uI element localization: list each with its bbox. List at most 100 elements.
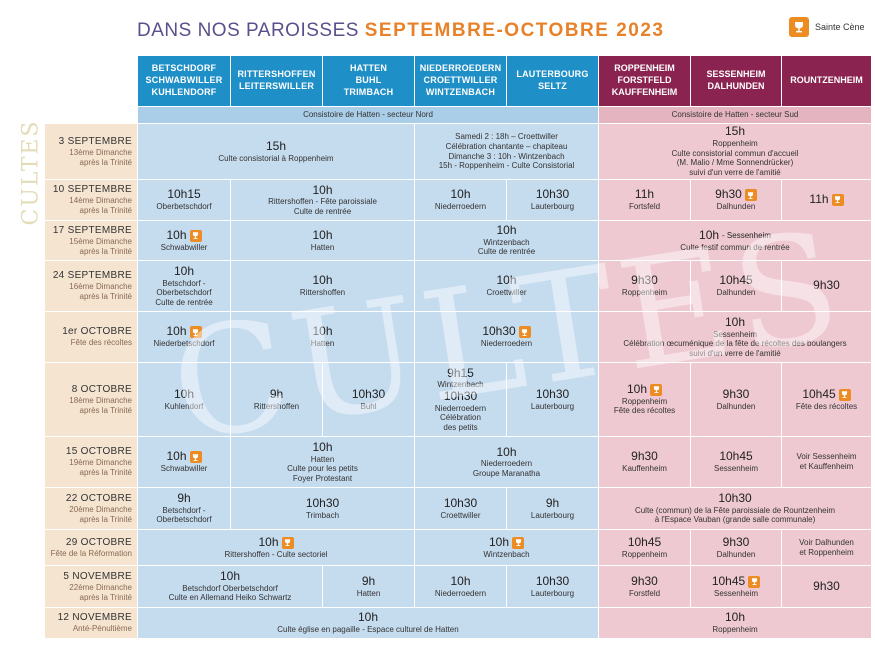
service-detail: Niederbetschdorf: [153, 339, 215, 349]
service-time: 9h30: [631, 574, 658, 589]
parish-name: NIEDERROEDERN: [419, 63, 502, 74]
service-detail: Croettwiller: [486, 288, 527, 298]
time-value: 10h15: [167, 187, 201, 202]
service-detail: Dalhunden: [716, 401, 756, 411]
time-value: 9h30: [722, 534, 750, 549]
service-time: 10h30: [718, 491, 751, 506]
time-value: 10h30: [482, 324, 516, 339]
service-cell: 15h Culte consistorial à Roppenheim: [138, 124, 414, 179]
date-label: 8 OCTOBRE: [71, 383, 132, 395]
date-label: 3 SEPTEMBRE: [58, 135, 132, 147]
parish-name: LAUTERBOURG: [516, 69, 589, 80]
time-value: 11h: [634, 187, 655, 202]
service-detail: Roppenheim: [621, 549, 668, 559]
service-detail: Culte de rentrée: [477, 247, 536, 257]
time-value: 15h: [265, 138, 287, 153]
service-detail: Roppenheim: [712, 139, 758, 149]
sector-north: Consistoire de Hatten - secteur Nord: [138, 107, 598, 123]
communion-cup-icon: [838, 388, 851, 401]
service-detail: Culte pour les petits: [287, 464, 358, 474]
service-cell: 10h Hatten: [231, 221, 414, 260]
service-time: 10h: [166, 449, 202, 464]
parish-header: HATTEN BUHL TRIMBACH: [323, 56, 414, 106]
service-cell: 9h Rittershoffen: [231, 363, 322, 436]
service-detail: Sessenheim: [713, 464, 759, 474]
date-label: 5 NOVEMBRE: [63, 570, 132, 582]
date-label: 24 SEPTEMBRE: [52, 270, 132, 282]
service-time: 9h15: [447, 366, 474, 381]
parish-header: ROPPENHEIM FORSTFELD KAUFFENHEIM: [599, 56, 690, 106]
sector-south: Consistoire de Hatten - secteur Sud: [599, 107, 871, 123]
service-cell: 10h Hatten: [231, 312, 414, 362]
service-time: 10h: [166, 228, 202, 243]
service-cell: 10h30 Buhl: [323, 363, 414, 436]
liturgical-day: après la Trinité: [79, 468, 132, 477]
service-detail: Trimbach: [305, 510, 340, 520]
service-cell: 10h30 Lauterbourg: [507, 363, 598, 436]
service-detail: Betschdorf -: [162, 505, 206, 515]
time-value: 9h30: [722, 386, 750, 401]
time-value: 10h30: [443, 388, 478, 403]
legend: Sainte Cène: [789, 17, 865, 37]
service-time: 10h45: [719, 449, 753, 464]
liturgical-day: après la Trinité: [79, 592, 132, 602]
service-time: 10h30: [536, 387, 569, 402]
time-value: 10h: [626, 382, 648, 396]
time-value: 10h: [724, 610, 746, 625]
time-value: 10h: [166, 449, 187, 464]
service-time: 10h: [312, 228, 332, 243]
service-time: 10h: [489, 535, 525, 550]
parish-name: BUHL: [355, 75, 382, 86]
liturgical-day: après la Trinité: [79, 292, 132, 301]
parish-name: CROETTWILLER: [423, 75, 498, 86]
time-value: 10h: [724, 314, 746, 329]
service-cell: 11h Fortsfeld: [599, 180, 690, 220]
service-detail: Kuhlendorf: [164, 401, 204, 411]
service-cell: 9h30 Kauffenheim: [599, 437, 690, 487]
parish-name: TRIMBACH: [343, 86, 394, 97]
service-detail: Niederroedern: [480, 459, 533, 469]
service-detail: Culte festif commun de rentrée: [680, 242, 790, 252]
liturgical-day: après la Trinité: [79, 405, 132, 415]
time-note: - Sessenheim: [722, 231, 771, 241]
parish-header: ROUNTZENHEIM: [782, 56, 871, 106]
date-cell: 17 SEPTEMBRE 15ème Dimanche après la Trini…: [45, 221, 137, 260]
service-time: 9h30: [631, 449, 658, 464]
service-time: 15h: [265, 138, 287, 154]
date-cell: 1er OCTOBRE Fête des récoltes: [45, 312, 137, 362]
communion-cup-icon: [189, 326, 202, 339]
service-detail: Hatten: [310, 242, 335, 252]
parish-name: WINTZENBACH: [425, 86, 496, 97]
service-cell: Samedi 2 : 18h – Croettwiller Célébration…: [415, 124, 598, 179]
service-cell: 10h Betschdorf - Oberbetschdorf Culte de re…: [138, 261, 230, 311]
liturgical-day: après la Trinité: [79, 157, 132, 167]
parish-name: LEITERSWILLER: [238, 81, 315, 91]
service-detail: Schwabwiller: [160, 242, 208, 252]
service-time: 10h30: [352, 387, 385, 402]
service-cell: 10h30 Culte (commun) de la Fête paroissia…: [599, 488, 871, 529]
service-detail: à l'Espace Vauban (grande salle communal…: [654, 515, 816, 525]
service-cell: 10h - Sessenheim Culte festif commun de re…: [599, 221, 871, 260]
service-cell: 10h Croettwiller: [415, 261, 598, 311]
time-value: 10h30: [305, 495, 340, 510]
parish-name: HATTEN: [349, 63, 388, 74]
service-detail: Célébration œcuménique de la fête de réc…: [623, 339, 847, 349]
time-value: 10h45: [802, 386, 836, 401]
time-value: 10h45: [719, 449, 753, 464]
time-value: 9h30: [631, 449, 658, 464]
service-detail: Rittershoffen: [299, 288, 346, 298]
date-cell: 10 SEPTEMBRE 14ème Dimanche après la Trini…: [45, 180, 137, 220]
service-detail: Roppenheim: [712, 625, 758, 635]
liturgical-day: 15ème Dimanche: [69, 236, 132, 246]
service-time: 10h45: [719, 273, 752, 288]
service-cell: 10h30 Lauterbourg: [507, 180, 598, 220]
service-detail: Célébration chantante – chapiteau: [445, 141, 568, 151]
service-time: 10h: [174, 387, 194, 402]
service-time: 11h: [634, 187, 655, 202]
service-cell: 10h Roppenheim: [599, 608, 871, 638]
time-value: 9h30: [813, 278, 840, 293]
liturgical-day: 14ème Dimanche: [69, 196, 132, 206]
service-time: 9h30: [813, 278, 840, 293]
service-detail: Lauterbourg: [530, 401, 575, 411]
service-cell: 10h Wintzenbach: [415, 530, 598, 565]
